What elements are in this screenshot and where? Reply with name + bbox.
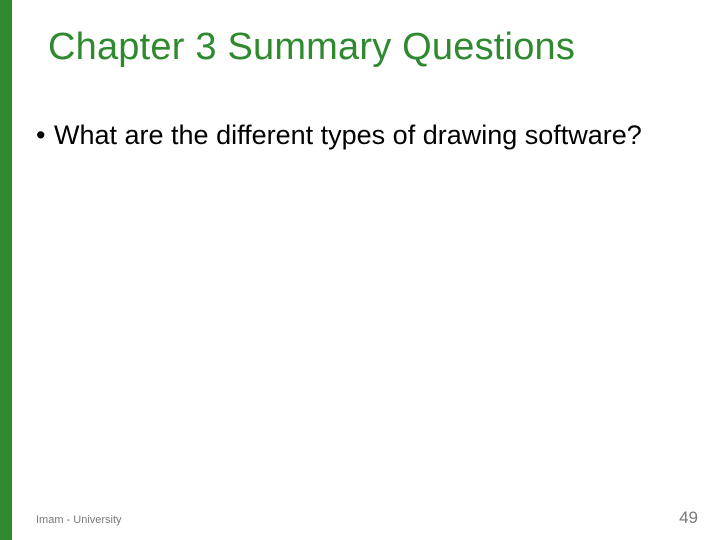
page-number: 49 bbox=[679, 508, 698, 528]
accent-sidebar bbox=[0, 0, 12, 540]
bullet-text: What are the different types of drawing … bbox=[54, 118, 690, 153]
bullet-item: • What are the different types of drawin… bbox=[36, 118, 690, 153]
page-title: Chapter 3 Summary Questions bbox=[48, 26, 575, 69]
bullet-dot: • bbox=[36, 118, 54, 153]
footer-attribution: Imam - University bbox=[36, 514, 122, 526]
